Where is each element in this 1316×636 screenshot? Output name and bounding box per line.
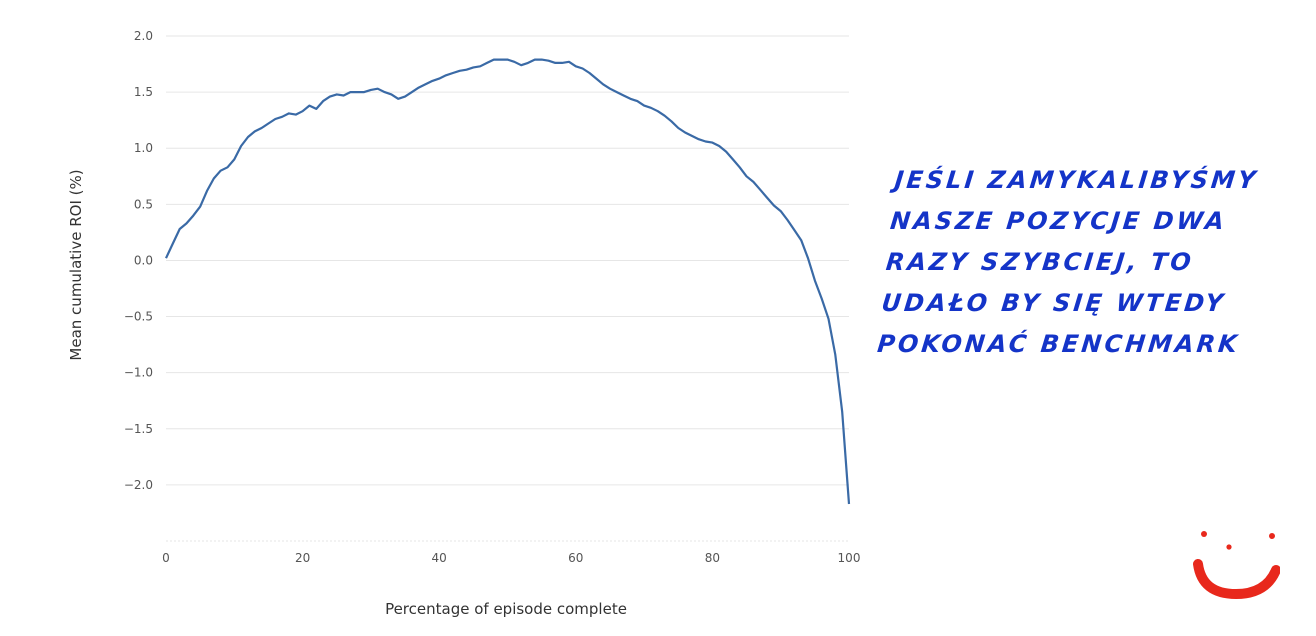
y-axis-ticks: 2.0 1.5 1.0 0.5 0.0 −0.5 −1.0 −1.5 −2.0 xyxy=(124,29,153,492)
x-axis-ticks: 0 20 40 60 80 100 xyxy=(162,551,860,565)
smiley-icon xyxy=(1193,531,1280,600)
y-tick-label: −1.0 xyxy=(124,366,153,380)
gridlines xyxy=(166,35,849,542)
x-tick-label: 60 xyxy=(568,551,583,565)
roi-line xyxy=(165,58,851,505)
x-axis-title: Percentage of episode complete xyxy=(385,600,627,618)
smiley-eye-middle xyxy=(1226,544,1232,550)
y-tick-label: −2.0 xyxy=(124,478,153,492)
y-tick-label: −0.5 xyxy=(124,310,153,324)
y-tick-label: 1.5 xyxy=(134,85,153,99)
x-tick-label: 0 xyxy=(162,551,170,565)
y-tick-label: −1.5 xyxy=(124,422,153,436)
note-line: POKONAĆ BENCHMARK xyxy=(875,330,1242,358)
x-tick-label: 80 xyxy=(705,551,720,565)
y-tick-label: 0.0 xyxy=(134,253,153,267)
y-axis-title: Mean cumulative ROI (%) xyxy=(67,169,85,360)
note-line: RAZY SZYBCIEJ, TO xyxy=(884,248,1196,276)
x-tick-label: 20 xyxy=(295,551,310,565)
y-tick-label: 1.0 xyxy=(134,141,153,155)
smiley-eye-left xyxy=(1201,531,1207,537)
handwritten-note: JEŚLI ZAMYKALIBYŚMY NASZE POZYCJE DWA RA… xyxy=(875,160,1316,365)
note-line: UDAŁO BY SIĘ WTEDY xyxy=(880,289,1228,317)
x-tick-label: 100 xyxy=(838,551,861,565)
roi-chart: 2.0 1.5 1.0 0.5 0.0 −0.5 −1.0 −1.5 −2.0 0 20 40 60 8… xyxy=(67,29,860,618)
note-line: NASZE POZYCJE DWA xyxy=(888,207,1229,235)
note-line: JEŚLI ZAMYKALIBYŚMY xyxy=(893,166,1260,194)
y-tick-label: 2.0 xyxy=(134,29,153,43)
y-tick-label: 0.5 xyxy=(134,197,153,211)
smiley-mouth xyxy=(1193,559,1280,600)
x-tick-label: 40 xyxy=(432,551,447,565)
smiley-eye-right xyxy=(1269,533,1275,539)
